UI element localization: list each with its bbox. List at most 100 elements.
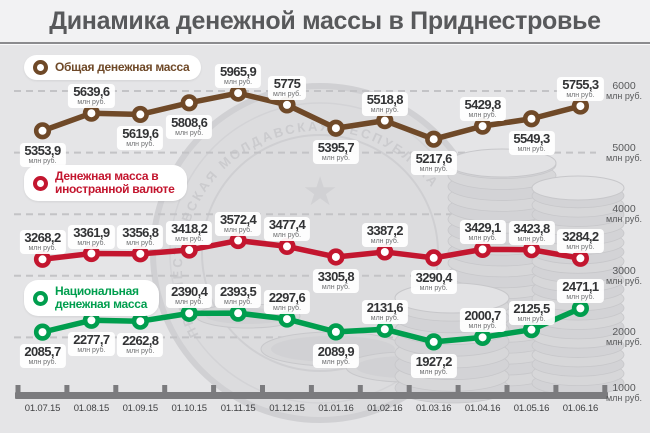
value-unit: млн руб. — [321, 358, 350, 366]
value-number: 1927,2 — [415, 353, 453, 369]
value-unit: млн руб. — [370, 106, 399, 114]
value-label-national-01.07.15: 2085,7 млн руб. — [19, 344, 66, 369]
value-unit: млн руб. — [517, 235, 546, 243]
data-point-total-01.01.16 — [327, 119, 345, 137]
value-label-total-01.06.16: 5755,3 млн руб. — [557, 77, 604, 102]
legend-label: Национальная денежная масса — [55, 284, 148, 311]
x-axis-label-01.08.15: 01.08.15 — [73, 403, 110, 414]
value-unit: млн руб. — [77, 347, 106, 355]
legend-item-national: Национальная денежная масса — [24, 280, 160, 316]
value-unit: млн руб. — [566, 244, 595, 252]
data-point-national-01.12.15 — [278, 310, 296, 328]
data-point-national-01.02.16 — [376, 320, 394, 338]
value-number: 3429,1 — [464, 220, 502, 236]
data-point-total-01.05.16 — [522, 110, 541, 128]
value-number: 2125,5 — [513, 300, 550, 316]
value-label-foreign-01.11.15: 3572,4 млн руб. — [215, 211, 262, 236]
value-label-total-01.02.16: 5518,8 млн руб. — [361, 91, 408, 116]
data-point-national-01.07.15 — [33, 323, 52, 341]
data-point-foreign-01.07.15 — [33, 250, 52, 268]
value-unit: млн руб. — [370, 315, 399, 323]
data-point-foreign-01.04.16 — [474, 240, 492, 258]
y-axis-label-2000: 2000 млн руб. — [605, 326, 643, 348]
value-number: 3572,4 — [220, 211, 257, 227]
data-point-national-01.09.15 — [131, 312, 149, 330]
value-unit: млн руб. — [126, 239, 155, 247]
x-axis-label-01.07.15: 01.07.15 — [24, 403, 61, 414]
y-axis-label-5000: 5000 млн руб. — [605, 141, 643, 163]
value-unit: млн руб. — [419, 166, 448, 174]
value-label-total-01.11.15: 5965,9 млн руб. — [215, 64, 262, 89]
value-label-national-01.01.16: 2089,9 млн руб. — [312, 343, 359, 368]
value-unit: млн руб. — [175, 129, 204, 137]
x-axis-label-01.06.16: 01.06.16 — [562, 403, 599, 414]
value-label-total-01.07.15: 5353,9 млн руб. — [19, 142, 66, 167]
value-number: 3477,4 — [268, 217, 306, 233]
coin-star-emblem-icon: ★ — [302, 170, 338, 214]
value-number: 2085,7 — [24, 344, 61, 360]
value-label-foreign-01.03.16: 3290,4 млн руб. — [410, 269, 457, 294]
data-point-foreign-01.05.16 — [522, 241, 541, 259]
value-label-foreign-01.10.15: 3418,2 млн руб. — [166, 221, 213, 246]
legend-item-foreign: Денежная масса в иностранной валюте — [24, 165, 187, 201]
value-number: 5395,7 — [317, 140, 355, 156]
data-point-national-01.06.16 — [571, 299, 590, 317]
data-point-foreign-01.12.15 — [278, 237, 296, 255]
value-number: 3423,8 — [513, 220, 550, 236]
data-point-foreign-01.09.15 — [131, 245, 149, 263]
value-label-foreign-01.09.15: 3356,8 млн руб. — [117, 224, 164, 249]
value-label-foreign-01.08.15: 3361,9 млн руб. — [68, 224, 115, 249]
legend-item-total: Общая денежная масса — [24, 55, 202, 80]
value-number: 3356,8 — [122, 224, 159, 240]
x-axis-label-01.10.15: 01.10.15 — [171, 403, 207, 414]
data-point-foreign-01.01.16 — [327, 248, 345, 266]
value-number: 5429,8 — [464, 97, 502, 113]
data-point-total-01.03.16 — [425, 130, 443, 148]
legend-marker-icon — [33, 290, 48, 306]
data-point-national-01.11.15 — [229, 304, 247, 322]
data-point-total-01.06.16 — [571, 97, 590, 115]
data-point-foreign-01.03.16 — [425, 249, 443, 267]
value-number: 3290,4 — [415, 269, 453, 285]
value-unit: млн руб. — [566, 294, 595, 302]
value-unit: млн руб. — [468, 112, 497, 120]
value-label-total-01.05.16: 5549,3 млн руб. — [508, 130, 555, 155]
data-point-national-01.10.15 — [180, 304, 198, 322]
legend-marker-icon — [33, 60, 48, 75]
value-number: 3268,2 — [24, 230, 61, 246]
chart-title: Динамика денежной массы в Приднестровье — [49, 6, 601, 35]
value-unit: млн руб. — [175, 299, 204, 307]
legend-marker-icon — [33, 175, 48, 191]
value-unit: млн руб. — [370, 237, 399, 245]
data-point-foreign-01.06.16 — [571, 249, 590, 267]
value-number: 5353,9 — [24, 142, 61, 158]
data-point-total-01.11.15 — [229, 84, 247, 102]
value-number: 2390,4 — [171, 284, 208, 300]
value-label-foreign-01.12.15: 3477,4 млн руб. — [263, 217, 311, 242]
value-label-national-01.10.15: 2390,4 млн руб. — [166, 284, 213, 309]
value-label-national-01.05.16: 2125,5 млн руб. — [508, 300, 555, 325]
coin-stacks-decoration — [195, 148, 625, 404]
value-number: 3387,2 — [366, 222, 404, 238]
series-total — [33, 84, 590, 148]
value-unit: млн руб. — [224, 226, 253, 234]
value-label-total-01.12.15: 5775 млн руб. — [267, 75, 307, 100]
data-point-national-01.01.16 — [327, 323, 345, 341]
value-unit: млн руб. — [272, 305, 302, 313]
value-number: 5965,9 — [220, 64, 257, 80]
data-point-total-01.04.16 — [474, 117, 492, 135]
data-point-national-01.03.16 — [425, 333, 443, 351]
value-number: 5755,3 — [562, 77, 599, 93]
value-label-national-01.03.16: 1927,2 млн руб. — [410, 353, 457, 378]
value-number: 2393,5 — [220, 284, 257, 300]
value-label-total-01.01.16: 5395,7 млн руб. — [312, 140, 359, 165]
value-number: 3305,8 — [317, 268, 355, 284]
value-number: 5549,3 — [513, 130, 550, 146]
value-label-foreign-01.05.16: 3423,8 млн руб. — [508, 220, 555, 245]
value-label-foreign-01.04.16: 3429,1 млн руб. — [459, 220, 506, 245]
data-point-foreign-01.08.15 — [82, 244, 100, 263]
data-point-total-01.07.15 — [33, 122, 52, 140]
legend-label: Денежная масса в иностранной валюте — [55, 169, 175, 196]
